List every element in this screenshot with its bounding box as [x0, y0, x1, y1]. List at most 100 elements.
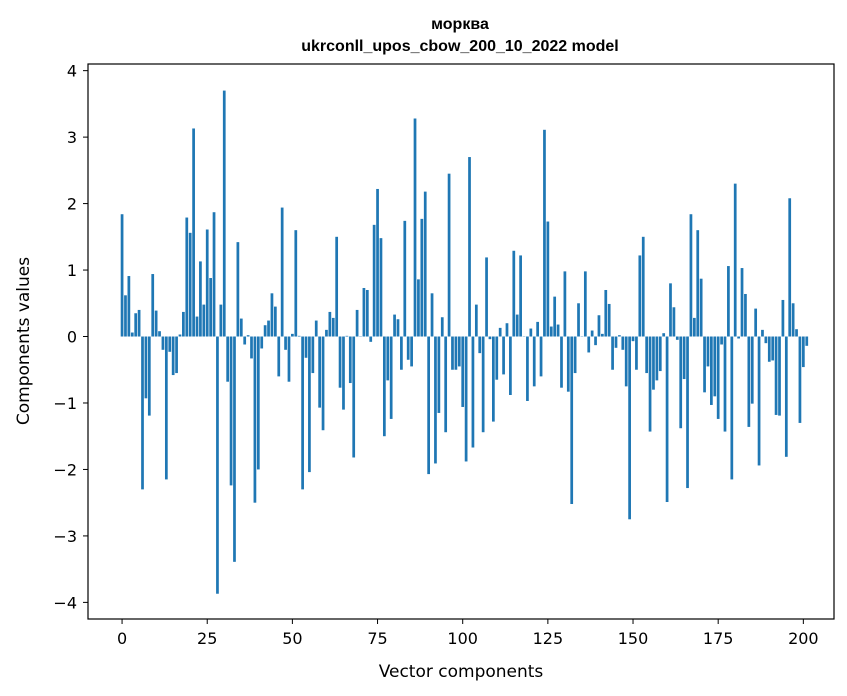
bar-10	[154, 310, 158, 337]
bar-51	[294, 230, 298, 337]
bar-26	[209, 278, 212, 337]
bar-34	[236, 242, 240, 337]
bar-11	[158, 331, 161, 337]
bar-176	[720, 336, 723, 345]
bar-126	[549, 326, 553, 337]
bar-173	[710, 336, 713, 405]
x-tick-label: 175	[703, 629, 734, 648]
y-tick-label: −2	[53, 460, 77, 479]
bar-69	[355, 309, 359, 337]
x-tick-label: 50	[282, 629, 302, 648]
bar-131	[566, 336, 570, 392]
bar-108	[488, 336, 492, 340]
bar-39	[253, 336, 257, 503]
bar-45	[273, 306, 277, 337]
bar-119	[526, 336, 529, 401]
bar-134	[577, 303, 580, 337]
bar-191	[771, 336, 775, 361]
x-tick-label: 25	[197, 629, 217, 648]
bar-24	[202, 304, 206, 337]
y-tick-label: −4	[53, 593, 77, 612]
bar-90	[427, 336, 431, 475]
x-tick-label: 100	[447, 629, 478, 648]
y-tick-label: 4	[67, 62, 77, 81]
bar-148	[624, 336, 628, 387]
bar-199	[798, 336, 802, 423]
bar-106	[481, 336, 485, 433]
bar-107	[485, 257, 488, 337]
bar-22	[195, 316, 199, 337]
bar-112	[502, 336, 505, 375]
bar-35	[239, 318, 243, 337]
bar-184	[747, 336, 751, 427]
chart-subtitle: ukrconll_upos_cbow_200_10_2022 model	[301, 38, 618, 55]
chart-title: морква	[431, 16, 489, 33]
x-tick-label: 150	[618, 629, 649, 648]
bar-66	[345, 335, 349, 337]
bar-201	[805, 336, 809, 346]
bar-36	[243, 336, 247, 345]
y-tick-label: 0	[67, 328, 77, 347]
bar-120	[529, 328, 533, 337]
bar-2	[127, 276, 131, 337]
bar-38	[250, 336, 253, 359]
bar-102	[468, 157, 471, 337]
bar-94	[440, 317, 444, 337]
bar-178	[727, 266, 730, 337]
bar-162	[672, 307, 676, 337]
y-tick-label: −1	[53, 394, 77, 413]
bar-110	[495, 336, 499, 380]
bar-65	[342, 336, 345, 410]
bar-30	[222, 90, 226, 337]
bar-29	[219, 304, 223, 337]
bar-62	[331, 317, 335, 337]
y-tick-label: 1	[67, 261, 77, 280]
bar-129	[560, 336, 563, 388]
bar-101	[464, 336, 468, 462]
bar-116	[515, 314, 519, 337]
bar-47	[280, 207, 284, 337]
y-axis-ticks: −4 −3 −2 −1 0 1 2 3 4	[53, 62, 88, 612]
bar-28	[216, 336, 219, 594]
bar-63	[335, 236, 339, 337]
bar-80	[393, 314, 396, 337]
bar-180	[733, 183, 737, 337]
bar-17	[178, 334, 182, 337]
bar-128	[556, 324, 560, 337]
bar-21	[192, 128, 195, 337]
plot-frame	[87, 63, 835, 620]
bar-55	[308, 336, 311, 473]
bar-150	[631, 336, 635, 342]
bar-46	[277, 336, 281, 377]
bar-132	[570, 336, 574, 505]
bar-43	[267, 320, 270, 337]
bar-86	[413, 118, 417, 337]
bar-160	[665, 336, 669, 503]
bar-197	[791, 303, 795, 337]
x-axis-ticks: 0 25 50 75 100 125 150 175 200	[117, 619, 819, 648]
x-tick-label: 0	[117, 629, 127, 648]
bar-157	[655, 336, 659, 381]
bar-175	[716, 336, 720, 419]
bar-189	[764, 336, 768, 344]
bar-137	[587, 336, 591, 353]
bar-77	[382, 336, 386, 437]
bar-20	[188, 232, 192, 337]
bar-72	[365, 289, 369, 337]
bar-92	[434, 336, 437, 464]
bar-60	[325, 329, 328, 337]
bar-170	[699, 278, 703, 337]
bar-122	[536, 321, 540, 337]
bar-41	[260, 336, 264, 349]
bar-136	[583, 271, 587, 337]
bar-172	[706, 336, 710, 367]
bar-8	[147, 336, 151, 416]
bar-179	[730, 336, 734, 480]
bar-6	[141, 336, 144, 490]
bar-186	[754, 308, 758, 337]
bar-53	[301, 336, 304, 490]
y-axis-label: Components values	[14, 257, 34, 425]
bar-105	[478, 336, 482, 354]
bar-52	[297, 335, 301, 337]
